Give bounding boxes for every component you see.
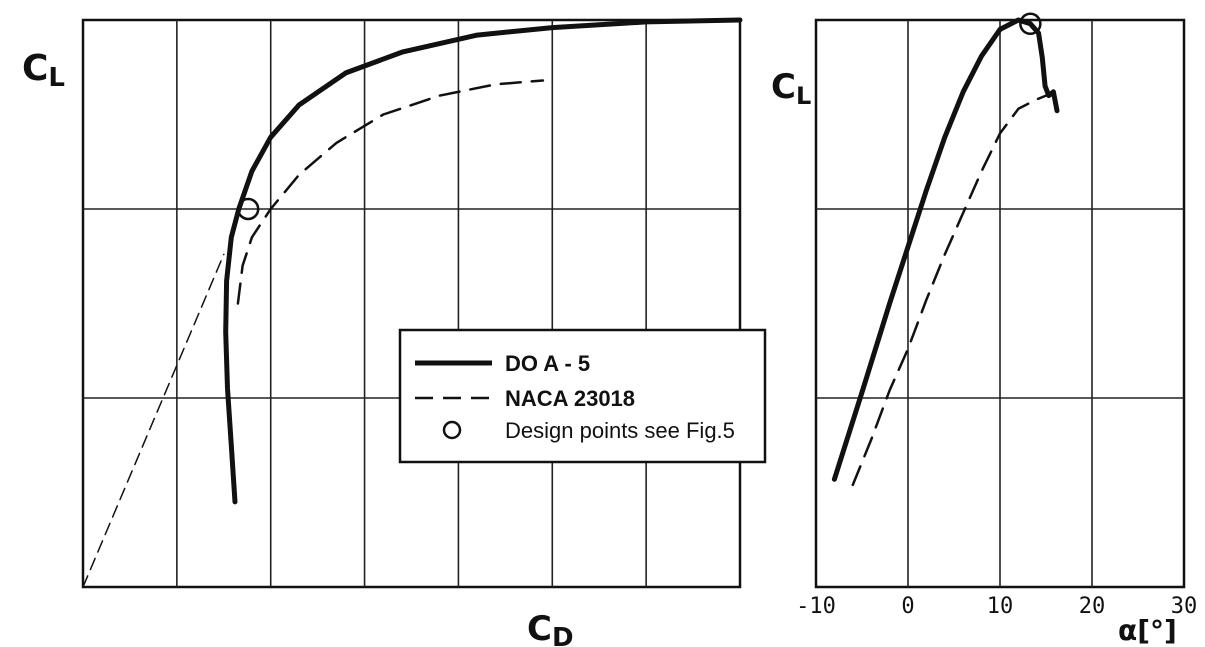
left-plot-frame xyxy=(81,18,742,589)
right-series-do-a-5 xyxy=(831,17,1060,482)
left-series-reference xyxy=(82,253,225,588)
right-series-naca-23018 xyxy=(851,94,1048,487)
cl-alpha-chart: -10 0 10 20 30 CL α[°] xyxy=(771,12,1197,647)
right-x-tick-label: 30 xyxy=(1171,594,1198,619)
left-series-do-a-5 xyxy=(223,17,743,505)
left-x-axis-label: CD xyxy=(527,609,574,647)
left-series-naca-23018 xyxy=(236,79,545,305)
legend-item-design-points: Design points see Fig.5 xyxy=(505,418,735,443)
right-design-point xyxy=(1019,12,1042,36)
right-x-tick-label: -10 xyxy=(796,594,836,619)
right-x-tick-label: 0 xyxy=(901,594,914,619)
cl-cd-chart: CL CD xyxy=(22,17,743,647)
right-grid xyxy=(816,20,1184,587)
legend-design-point-icon xyxy=(442,420,462,440)
legend-box xyxy=(398,328,767,464)
right-x-tick-label: 10 xyxy=(987,594,1014,619)
left-series xyxy=(82,17,743,588)
right-design-points xyxy=(1019,12,1042,36)
left-design-point xyxy=(236,197,260,221)
right-series xyxy=(831,17,1060,487)
left-grid xyxy=(83,20,740,587)
right-x-tick-labels: -10 0 10 20 30 xyxy=(796,594,1197,619)
left-y-axis-label: CL xyxy=(22,48,65,93)
right-x-axis-label: α[°] xyxy=(1118,614,1177,647)
right-y-axis-label: CL xyxy=(771,67,811,110)
left-design-points xyxy=(236,197,260,221)
right-x-tick-label: 20 xyxy=(1079,594,1106,619)
legend: DO A - 5 NACA 23018 Design points see Fi… xyxy=(398,328,767,464)
legend-item-naca: NACA 23018 xyxy=(505,386,635,411)
legend-item-do-a5: DO A - 5 xyxy=(505,351,590,376)
